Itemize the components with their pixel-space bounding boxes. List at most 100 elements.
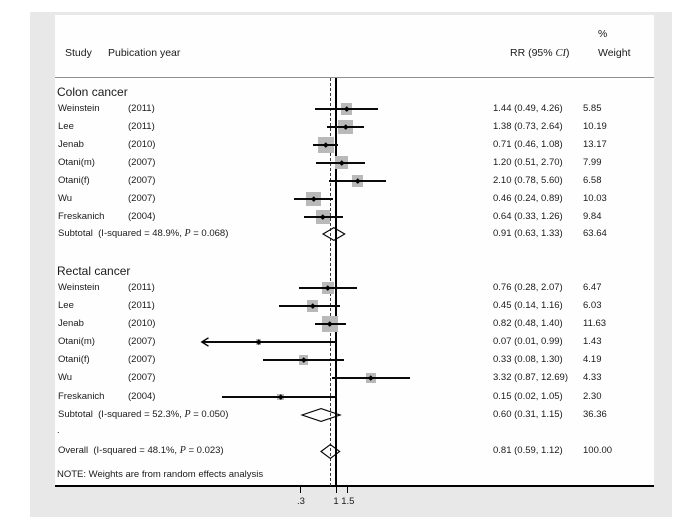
overall-label-pre: Overall (I-squared = 48.1%, [58,445,180,456]
publication-year: (2007) [128,336,156,347]
study-label: Wu [58,372,73,383]
publication-year: (2011) [128,282,155,293]
subtotal-label-pre: Subtotal (I-squared = 52.3%, [58,409,185,420]
publication-year: (2007) [128,372,156,383]
study-label: Lee [58,300,74,311]
overall-diamond-shape [319,443,341,459]
header-divider [55,77,654,78]
column-header-weight: Weight [598,47,631,59]
column-header-rr: RR (95% CI) [510,47,570,59]
x-tick [347,487,349,493]
rr-ci-value: 2.10 (0.78, 5.60) [493,175,563,186]
column-header-weight-percent: % [598,28,608,40]
overall-label: Overall (I-squared = 48.1%, P = 0.023) [58,445,224,457]
publication-year: (2004) [128,211,156,222]
weight-value: 4.33 [583,372,602,383]
subtotal-label-post: = 0.050) [190,409,229,420]
publication-year: (2011) [128,300,155,311]
weight-value: 6.47 [583,282,602,293]
subtotal-rr-ci-value: 0.60 (0.31, 1.15) [493,409,563,420]
study-label: Freskanich [58,391,105,402]
rr-ci-value: 1.20 (0.51, 2.70) [493,157,563,168]
x-axis-line [55,485,654,487]
overall-label-p-italic: P [179,445,186,456]
weight-value: 2.30 [583,391,602,402]
subtotal-diamond-shape [300,408,342,422]
study-label: Otani(f) [58,175,90,186]
subtotal-label-post: = 0.068) [190,228,229,239]
study-label: Otani(m) [58,157,95,168]
rr-ci-value: 0.33 (0.08, 1.30) [493,354,563,365]
subtotal-label-pre: Subtotal (I-squared = 48.9%, [58,228,185,239]
weight-value: 13.17 [583,139,607,150]
rr-ci-value: 0.07 (0.01, 0.99) [493,336,563,347]
study-label: Lee [58,121,74,132]
overall-weight-value: 100.00 [583,445,613,456]
weight-value: 10.03 [583,193,607,204]
subtotal-weight-value: 36.36 [583,409,607,420]
rr-ci-value: 0.46 (0.24, 0.89) [493,193,563,204]
rr-ci-value: 0.76 (0.28, 2.07) [493,282,563,293]
rr-ci-value: 0.71 (0.46, 1.08) [493,139,563,150]
weight-value: 10.19 [583,121,607,132]
publication-year: (2004) [128,391,156,402]
publication-year: (2011) [128,103,155,114]
section-header: Rectal cancer [57,264,131,278]
subtotal-label-p-italic: P [184,409,191,420]
section-header: Colon cancer [57,85,128,99]
subtotal-label: Subtotal (I-squared = 48.9%, P = 0.068) [58,228,228,240]
publication-year: (2007) [128,193,156,204]
publication-year: (2007) [128,354,156,365]
weight-value: 9.84 [583,211,602,222]
column-header-study: Study [65,47,92,59]
overall-estimate-line [329,78,331,486]
rr-ci-value: 0.45 (0.14, 1.16) [493,300,563,311]
rr-ci-value: 0.82 (0.48, 1.40) [493,318,563,329]
study-label: Jenab [58,139,84,150]
weight-value: 4.19 [583,354,602,365]
weight-value: 11.63 [583,318,607,329]
forest-plot-panel: Study Pubication year RR (95% CI) % Weig… [30,12,672,517]
subtotal-rr-ci-value: 0.91 (0.63, 1.33) [493,228,563,239]
weight-value: 6.03 [583,300,602,311]
x-tick-label: 1.5 [341,496,355,507]
overall-rr-ci-value: 0.81 (0.59, 1.12) [493,445,563,456]
x-tick [300,487,302,493]
subtotal-weight-value: 63.64 [583,228,607,239]
ci-arrow-left-shape [200,337,209,347]
null-line [335,78,337,486]
subtotal-diamond-shape [321,226,346,242]
study-label: Freskanich [58,211,105,222]
rr-ci-value: 0.64 (0.33, 1.26) [493,211,563,222]
ci-arrow-left-icon [200,337,209,347]
rr-ci-value: 1.38 (0.73, 2.64) [493,121,563,132]
ci-line [278,305,341,307]
subtotal-diamond [321,226,346,242]
subtotal-label: Subtotal (I-squared = 52.3%, P = 0.050) [58,409,228,421]
study-label: Weinstein [58,103,100,114]
weight-value: 7.99 [583,157,602,168]
study-label: Weinstein [58,282,100,293]
overall-label-post: = 0.023) [185,445,224,456]
study-label: Otani(f) [58,354,90,365]
note-text: NOTE: Weights are from random effects an… [57,469,264,480]
publication-year: (2010) [128,139,156,150]
subtotal-label-p-italic: P [184,228,191,239]
weight-value: 5.85 [583,103,602,114]
rr-ci-value: 3.32 (0.87, 12.69) [493,372,568,383]
publication-year: (2011) [128,121,155,132]
publication-year: (2010) [128,318,156,329]
subtotal-diamond [300,408,342,422]
study-label: Otani(m) [58,336,95,347]
plot-area [55,15,654,486]
dot-row: . [57,425,60,436]
rr-ci-value: 0.15 (0.02, 1.05) [493,391,563,402]
column-header-publication-year: Pubication year [108,47,181,59]
weight-value: 6.58 [583,175,602,186]
rr-ci-value: 1.44 (0.49, 4.26) [493,103,563,114]
overall-diamond [319,443,341,459]
x-tick-label: .3 [296,496,305,507]
study-label: Wu [58,193,73,204]
weight-value: 1.43 [583,336,602,347]
